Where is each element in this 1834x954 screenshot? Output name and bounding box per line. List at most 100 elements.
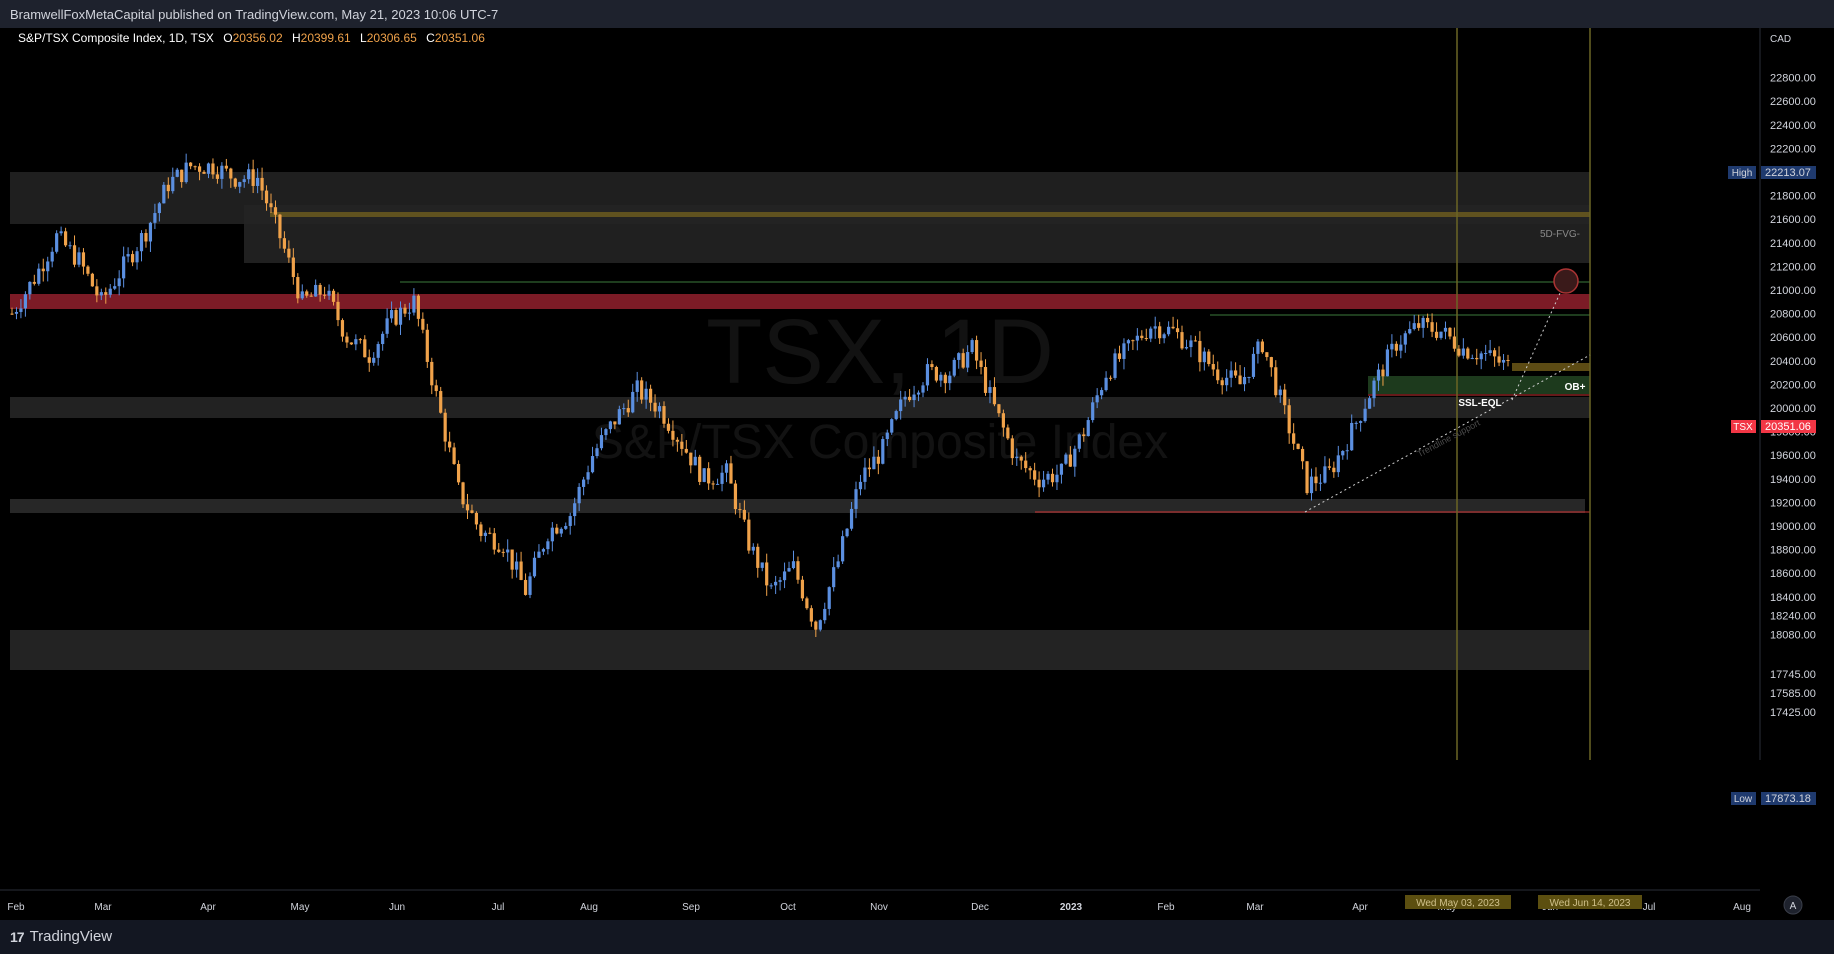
candle-body bbox=[1309, 476, 1314, 494]
candle-body bbox=[1448, 327, 1452, 337]
candle-body bbox=[1497, 356, 1501, 363]
candle-body bbox=[1104, 377, 1108, 391]
candle-body bbox=[1403, 333, 1407, 345]
tradingview-logo[interactable]: 17 TradingView bbox=[10, 928, 112, 945]
candle-body bbox=[1082, 434, 1086, 437]
candle-body bbox=[113, 286, 117, 289]
candle-body bbox=[894, 411, 898, 420]
candle-body bbox=[519, 561, 523, 580]
candle-body bbox=[86, 266, 90, 274]
candle-body bbox=[974, 340, 979, 361]
date-tag-2: Wed Jun 14, 2023 bbox=[1538, 895, 1642, 909]
candle-body bbox=[916, 392, 921, 395]
y-tick-label: 20200.00 bbox=[1770, 379, 1816, 391]
y-tick-label: 17745.00 bbox=[1770, 669, 1816, 681]
candle-body bbox=[1153, 326, 1157, 329]
candle-body bbox=[720, 472, 724, 484]
chart-svg[interactable]: TSX, 1D S&P/TSX Composite Index 5D-FVG- … bbox=[0, 28, 1834, 920]
y-tick-label: 19200.00 bbox=[1770, 497, 1816, 509]
candle-body bbox=[331, 290, 336, 302]
candle-body bbox=[126, 254, 130, 257]
candle-body bbox=[809, 608, 813, 622]
candle-body bbox=[791, 561, 796, 569]
candle-body bbox=[1095, 395, 1099, 403]
candle-body bbox=[1193, 340, 1198, 342]
date-tag-1-text: Wed May 03, 2023 bbox=[1416, 898, 1500, 909]
candle-body bbox=[1140, 335, 1144, 339]
candle-body bbox=[122, 256, 126, 279]
candle-body bbox=[273, 207, 278, 215]
price-axis[interactable]: CAD 22800.0022600.0022400.0022200.002200… bbox=[1728, 28, 1834, 920]
watermark: TSX, 1D S&P/TSX Composite Index bbox=[592, 301, 1168, 469]
candle-body bbox=[957, 353, 961, 360]
candle-body bbox=[14, 311, 19, 314]
candle-body bbox=[805, 598, 809, 609]
candle-body bbox=[470, 510, 474, 513]
annotation-ssl: SSL-EQL bbox=[1458, 398, 1501, 409]
candle-body bbox=[1015, 456, 1019, 459]
candle-body bbox=[934, 367, 938, 381]
candle-body bbox=[845, 528, 849, 537]
footer-bar: 17 TradingView bbox=[0, 920, 1834, 954]
candle-body bbox=[202, 171, 206, 174]
candle-body bbox=[1064, 454, 1068, 464]
zone-low bbox=[10, 499, 1585, 513]
date-tag-2-text: Wed Jun 14, 2023 bbox=[1550, 898, 1631, 909]
publish-header: BramwellFoxMetaCapital published on Trad… bbox=[10, 7, 499, 22]
candle-body bbox=[1318, 482, 1323, 484]
candle-body bbox=[1359, 421, 1363, 423]
candle-body bbox=[1167, 326, 1171, 335]
candle-body bbox=[488, 532, 492, 534]
y-tick-label: 21000.00 bbox=[1770, 285, 1816, 297]
candle-body bbox=[778, 580, 782, 582]
y-tick-label: 18800.00 bbox=[1770, 545, 1816, 557]
candle-body bbox=[175, 169, 179, 177]
candle-body bbox=[724, 463, 729, 473]
candle-body bbox=[751, 546, 755, 551]
candle-body bbox=[474, 512, 479, 525]
candle-body bbox=[318, 284, 322, 295]
candle-body bbox=[197, 166, 202, 172]
candle-body bbox=[1171, 326, 1175, 329]
candle-body bbox=[952, 359, 956, 376]
candle-body bbox=[434, 385, 438, 392]
candle-body bbox=[573, 503, 577, 517]
candle-body bbox=[206, 163, 211, 174]
currency-label: CAD bbox=[1770, 34, 1791, 45]
y-tick-label: 22200.00 bbox=[1770, 143, 1816, 155]
candle-body bbox=[1077, 434, 1081, 449]
candle-body bbox=[689, 452, 693, 466]
x-tick-label: Aug bbox=[580, 902, 598, 913]
candle-body bbox=[1341, 450, 1345, 456]
date-tag-1: Wed May 03, 2023 bbox=[1405, 895, 1511, 909]
candle-body bbox=[644, 388, 648, 400]
candle-body bbox=[1100, 390, 1104, 396]
chart-area[interactable]: TSX, 1D S&P/TSX Composite Index 5D-FVG- … bbox=[0, 28, 1834, 920]
candle-body bbox=[541, 549, 546, 552]
auto-scale-button[interactable]: A bbox=[1783, 895, 1803, 915]
candle-body bbox=[256, 177, 260, 186]
candle-body bbox=[492, 533, 496, 550]
y-tick-label: 17425.00 bbox=[1770, 707, 1816, 719]
candle-body bbox=[28, 281, 32, 295]
candle-body bbox=[756, 546, 760, 568]
candle-body bbox=[19, 308, 23, 312]
candle-body bbox=[63, 231, 68, 246]
time-axis[interactable]: Feb Mar Apr May Jun Jul Aug Sep Oct Nov Dec 2023 Feb… bbox=[0, 889, 1803, 920]
candle-body bbox=[363, 339, 367, 358]
candle-body bbox=[841, 536, 845, 562]
legend-l-label: L bbox=[360, 31, 367, 45]
candle-body bbox=[1475, 357, 1479, 360]
y-tick-label: 18600.00 bbox=[1770, 568, 1816, 580]
candle-body bbox=[1242, 376, 1247, 385]
candle-body bbox=[144, 233, 148, 242]
y-tick-label: 17585.00 bbox=[1770, 688, 1816, 700]
candle-body bbox=[1260, 341, 1264, 353]
candle-body bbox=[1251, 353, 1256, 377]
candle-body bbox=[1019, 456, 1023, 461]
x-tick-label: Jun bbox=[389, 902, 405, 913]
candle-body bbox=[1506, 359, 1510, 361]
candle-body bbox=[305, 291, 309, 296]
candle-body bbox=[1149, 328, 1153, 339]
candle-body bbox=[416, 295, 420, 319]
